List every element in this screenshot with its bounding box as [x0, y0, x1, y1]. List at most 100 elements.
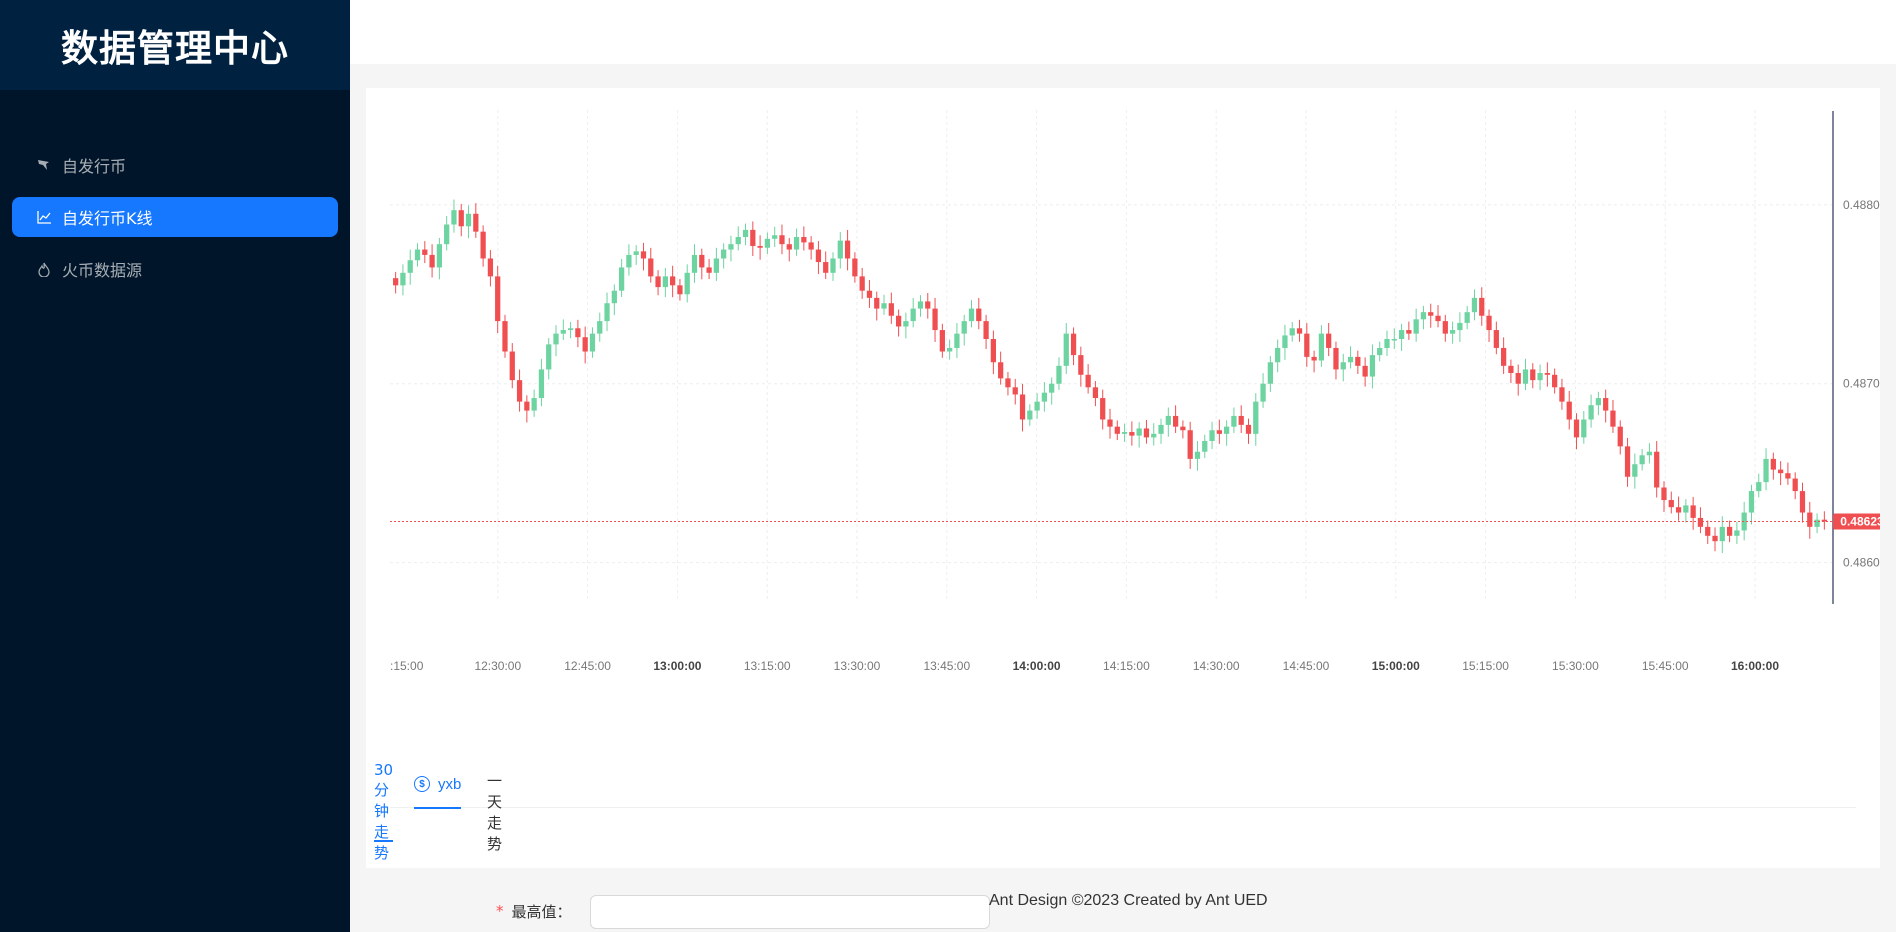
candle-body — [910, 308, 916, 322]
candle-body — [1639, 455, 1645, 465]
candle-body — [422, 249, 428, 255]
fire-icon — [36, 261, 52, 277]
kline-card: :15:00 12:30:00 12:45:00 13:00:00 13:15:00 13… — [366, 88, 1880, 868]
candle-body — [1391, 339, 1397, 341]
sidebar-item-label: 自发行币K线 — [62, 209, 153, 228]
candle-body — [1012, 387, 1018, 395]
candle-body — [1464, 312, 1470, 323]
candle-body — [859, 276, 865, 291]
candle-body — [925, 301, 931, 309]
candle-body — [903, 321, 909, 327]
x-tick-label: 13:15:00 — [744, 659, 791, 673]
candle-body — [706, 267, 712, 273]
high-value-input[interactable] — [590, 895, 990, 929]
candle-body — [582, 337, 588, 352]
candle-body — [1187, 430, 1193, 459]
candle-body — [1158, 424, 1164, 434]
candle-body — [1654, 451, 1660, 488]
candle-body — [502, 321, 508, 352]
candle-body — [1151, 433, 1157, 438]
candle-body — [662, 276, 668, 288]
candle-body — [444, 224, 450, 245]
x-tick-label: 14:15:00 — [1103, 659, 1150, 673]
candle-body — [1019, 394, 1026, 420]
candle-body — [764, 238, 771, 248]
candle-body — [998, 362, 1004, 379]
candle-body — [1326, 333, 1332, 348]
sidebar-item-huobi-source[interactable]: 火币数据源 — [12, 249, 338, 289]
candle-body — [808, 242, 814, 250]
candle-body — [1559, 387, 1565, 402]
tab-ink-bar — [414, 807, 462, 809]
candle-body — [1449, 330, 1456, 334]
dollar-circle-icon: $ — [414, 776, 430, 792]
candle-body — [1603, 398, 1609, 411]
candle-body — [567, 328, 574, 331]
candle-body — [1180, 426, 1186, 431]
candle-body — [1777, 469, 1784, 474]
candle-body — [1056, 365, 1062, 384]
candle-body — [1165, 415, 1171, 425]
tab-label: yxb — [438, 775, 462, 793]
tab-ink-bar — [374, 840, 394, 842]
candle-body — [1515, 372, 1521, 384]
candle-body — [531, 398, 537, 411]
candle-body — [983, 321, 989, 340]
candle-body — [728, 244, 734, 250]
x-tick-label: 12:45:00 — [564, 659, 611, 673]
candle-body — [1333, 347, 1339, 370]
candle-body — [1347, 356, 1354, 363]
candle-body — [560, 330, 566, 334]
candle-body — [1493, 330, 1499, 348]
candle-body — [742, 229, 749, 238]
candle-body — [524, 401, 530, 411]
x-tick-label: 14:45:00 — [1283, 659, 1330, 673]
candle-body — [589, 333, 596, 352]
high-value-form-item: * 最高值 ： — [496, 894, 572, 928]
candle-body — [546, 344, 552, 370]
line-chart-icon — [36, 209, 52, 225]
candle-body — [1748, 491, 1755, 513]
candle-body — [1552, 374, 1558, 388]
sidebar-item-coin-kline[interactable]: 自发行币K线 — [12, 197, 338, 237]
candle-body — [1209, 430, 1215, 441]
candle-body — [1172, 415, 1179, 427]
candle-body — [1697, 517, 1704, 527]
candle-body — [1253, 401, 1259, 434]
candle-body — [1413, 319, 1419, 334]
candle-body — [750, 229, 756, 246]
candle-body — [947, 347, 953, 352]
candle-body — [670, 276, 676, 286]
tab-label: 一天走势 — [487, 772, 503, 853]
x-tick-label: 16:00:00 — [1731, 659, 1779, 673]
candle-body — [1668, 500, 1674, 508]
candle-body — [881, 303, 887, 309]
candle-body — [1610, 410, 1616, 427]
sidebar-item-coin[interactable]: 自发行币 — [12, 145, 338, 185]
candle-body — [1435, 315, 1441, 322]
candle-body — [604, 303, 610, 322]
tab-30min[interactable]: 30分钟走势 — [374, 761, 394, 862]
candle-body — [1442, 321, 1448, 334]
candle-body — [735, 237, 741, 245]
candle-body — [1624, 446, 1631, 477]
candle-body — [1100, 398, 1106, 420]
candle-body — [1267, 362, 1273, 384]
candle-body — [691, 254, 698, 273]
tab-1day[interactable]: 一天走势 — [487, 772, 502, 853]
candle-body — [1005, 378, 1011, 388]
sidebar-item-label: 自发行币 — [62, 157, 127, 176]
candle-body — [1712, 535, 1718, 542]
candle-body — [1486, 315, 1492, 331]
tab-yxb[interactable]: $ yxb — [414, 760, 462, 809]
candle-body — [1260, 383, 1266, 402]
candle-body — [1821, 519, 1827, 522]
candle-body — [480, 231, 486, 259]
candle-body — [400, 272, 406, 286]
x-tick-label: 14:30:00 — [1193, 659, 1240, 673]
candle-body — [1683, 505, 1689, 513]
kline-chart[interactable]: :15:00 12:30:00 12:45:00 13:00:00 13:15:00 13… — [366, 88, 1880, 688]
candle-body — [1595, 398, 1602, 406]
candle-body — [1311, 356, 1317, 361]
x-tick-label: 15:30:00 — [1552, 659, 1599, 673]
